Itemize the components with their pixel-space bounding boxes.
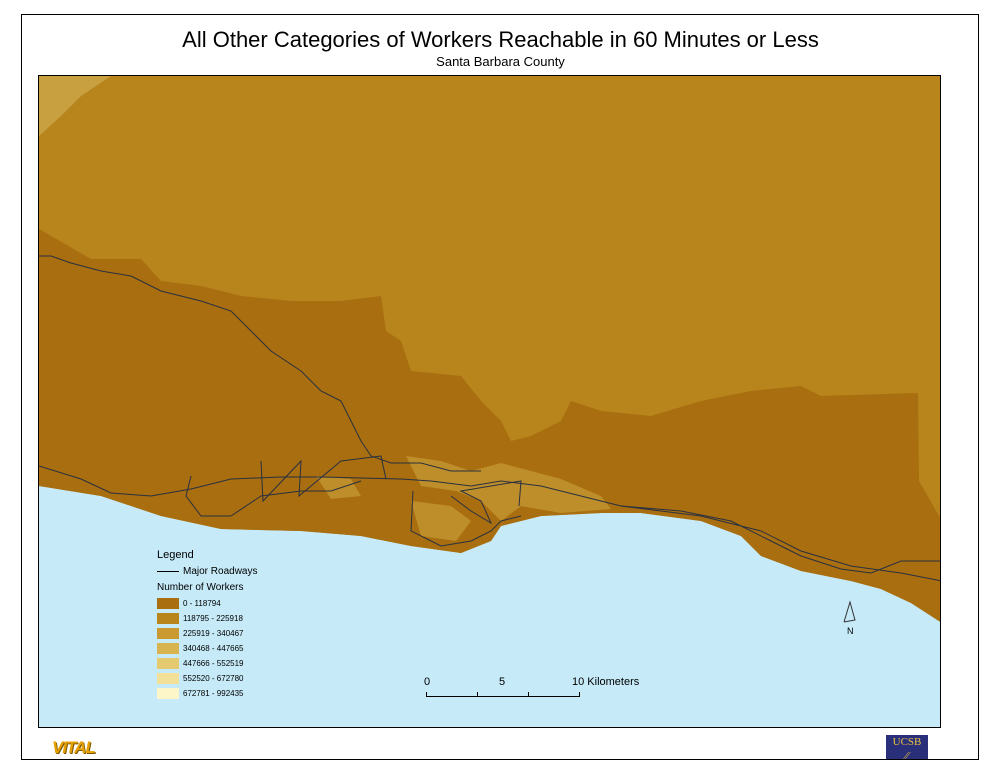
roadway <box>185 475 362 517</box>
scale-label: 0 <box>424 676 431 688</box>
legend-swatch <box>157 598 179 609</box>
ucsb-logo: UCSB ⁄⁄ <box>886 735 928 762</box>
land-light-corner <box>39 76 111 136</box>
north-arrow: N <box>840 600 860 636</box>
legend-class-label: 225919 - 340467 <box>183 629 244 638</box>
scale-label: 10 Kilometers <box>572 676 640 688</box>
legend-swatch <box>157 673 179 684</box>
vital-logo: VITAL <box>52 738 96 757</box>
legend-swatch <box>157 688 179 699</box>
legend-swatch <box>157 628 179 639</box>
legend-class-label: 0 - 118794 <box>183 599 221 608</box>
legend-class: 340468 - 447665 <box>157 641 257 656</box>
legend-swatch <box>157 613 179 624</box>
north-label: N <box>847 626 854 636</box>
legend-swatch <box>157 658 179 669</box>
roadway <box>450 480 522 525</box>
scale-line <box>426 696 579 697</box>
roadway <box>260 455 387 503</box>
roadway <box>410 490 522 547</box>
legend-class: 118795 - 225918 <box>157 611 257 626</box>
legend-roads-label: Major Roadways <box>183 566 258 577</box>
legend-class: 552520 - 672780 <box>157 671 257 686</box>
scale-tick <box>477 692 478 697</box>
legend-class: 672781 - 992435 <box>157 686 257 701</box>
legend-class: 447666 - 552519 <box>157 656 257 671</box>
map-canvas <box>39 76 940 622</box>
legend-class-label: 447666 - 552519 <box>183 659 244 668</box>
legend-roads: Major Roadways <box>157 566 257 577</box>
legend-class: 225919 - 340467 <box>157 626 257 641</box>
legend-class-label: 118795 - 225918 <box>183 614 243 623</box>
map-subtitle: Santa Barbara County <box>436 54 565 69</box>
page-frame <box>21 14 979 760</box>
scale-tick <box>528 692 529 697</box>
scale-tick <box>426 692 427 697</box>
legend-class-label: 340468 - 447665 <box>183 644 244 653</box>
legend-class: 0 - 118794 <box>157 596 257 611</box>
land-lower-band <box>39 229 940 622</box>
road-line-symbol <box>157 571 179 572</box>
land-light-patch <box>411 501 471 541</box>
map-frame <box>38 75 941 728</box>
scale-label: 5 <box>499 676 506 688</box>
roadway <box>39 465 940 574</box>
north-arrow-icon <box>843 600 856 623</box>
roadway <box>620 505 940 582</box>
land-light-patch <box>406 456 611 521</box>
roadway <box>39 255 481 472</box>
map-title: All Other Categories of Workers Reachabl… <box>182 27 819 52</box>
scale-tick <box>579 692 580 697</box>
legend-class-label: 552520 - 672780 <box>183 674 244 683</box>
legend-classes-heading: Number of Workers <box>157 582 244 593</box>
legend-class-label: 672781 - 992435 <box>183 689 244 698</box>
legend-heading: Legend <box>157 549 194 561</box>
legend-swatch <box>157 643 179 654</box>
land-light-patch <box>316 476 361 499</box>
map-legend: Legend Major Roadways Number of Workers … <box>157 549 257 701</box>
